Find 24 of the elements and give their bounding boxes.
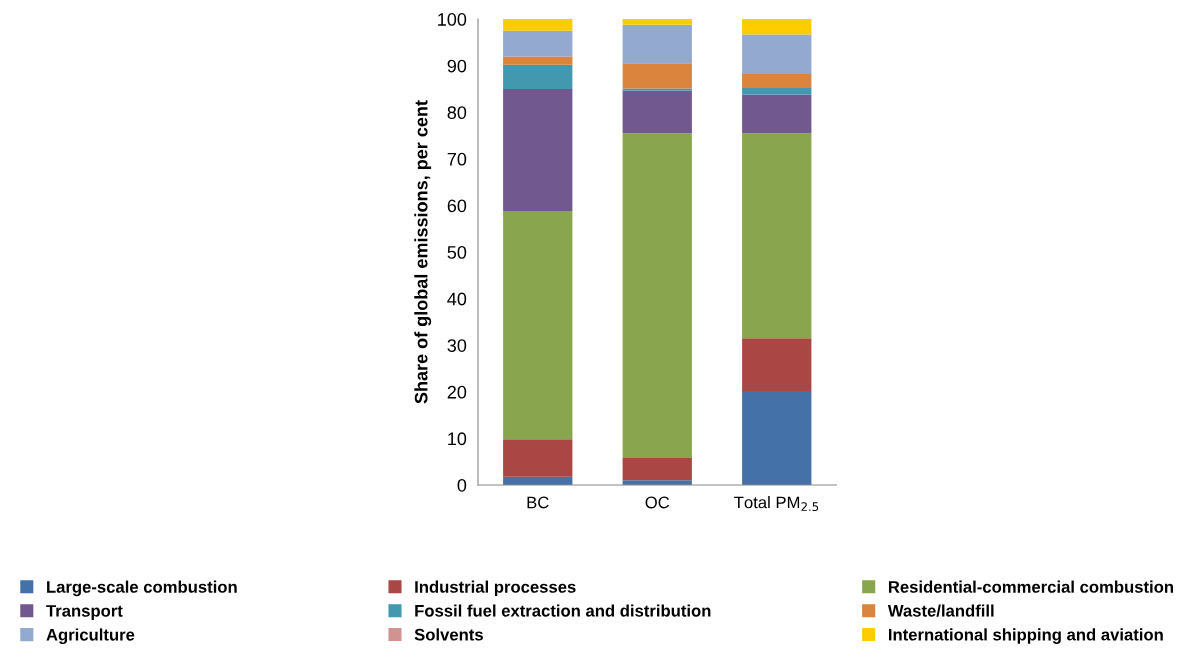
- legend-label: Waste/landfill: [887, 604, 994, 617]
- y-tick-label: 60: [447, 199, 467, 213]
- x-tick-label: Total PM$_{2.5}$: [734, 496, 819, 512]
- y-tick-label: 80: [447, 106, 467, 120]
- x-tick-label: BC: [527, 496, 549, 509]
- legend-label: Large-scale combustion: [47, 580, 237, 597]
- y-tick-label: 0: [457, 478, 467, 492]
- y-tick-label: 10: [448, 432, 467, 446]
- legend-label: International shipping and aviation: [888, 628, 1163, 644]
- y-tick-label: 90: [447, 59, 467, 73]
- y-tick-label: 30: [447, 339, 467, 352]
- y-axis-title: Share of global emissions, per cent: [414, 100, 432, 404]
- legend-label: Industrial processes: [415, 580, 576, 597]
- y-tick-label: 40: [447, 292, 467, 306]
- legend-label: Residential-commercial combustion: [888, 580, 1174, 593]
- y-tick-label: 70: [447, 152, 467, 166]
- y-tick-label: 50: [447, 246, 467, 259]
- legend-label: Fossil fuel extraction and distribution: [415, 604, 711, 617]
- x-tick-label: OC: [645, 496, 670, 509]
- legend-label: Agriculture: [46, 628, 135, 644]
- y-tick-label: 100: [438, 13, 467, 26]
- y-tick-label: 20: [447, 385, 467, 399]
- legend-label: Transport: [46, 605, 123, 621]
- legend-label: Solvents: [414, 628, 483, 641]
